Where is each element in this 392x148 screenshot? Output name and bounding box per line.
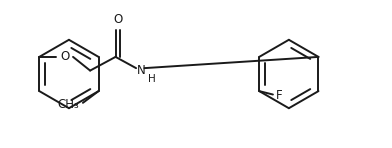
Text: O: O [113,13,123,26]
Text: N: N [136,64,145,77]
Text: CH₃: CH₃ [58,98,80,111]
Text: O: O [60,50,69,63]
Text: H: H [148,74,156,84]
Text: F: F [276,90,283,103]
